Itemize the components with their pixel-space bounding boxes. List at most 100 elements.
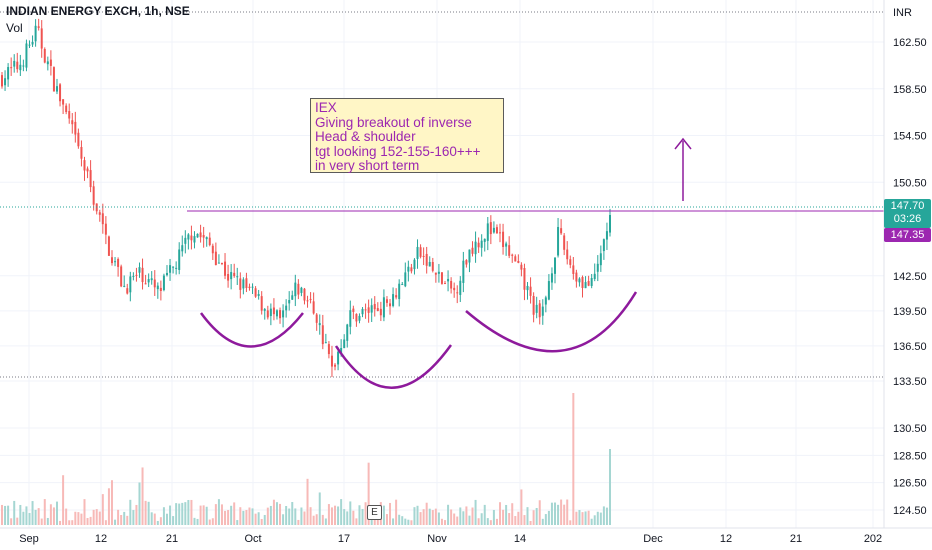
volume-bar: [300, 507, 303, 525]
candle-body: [483, 238, 486, 242]
candle-body: [404, 272, 407, 287]
candle-body: [346, 324, 349, 341]
candle-body: [367, 307, 370, 313]
right-shoulder-curve[interactable]: [465, 291, 638, 353]
volume-bar: [428, 508, 431, 525]
volume-bar: [28, 512, 31, 525]
candle-body: [349, 310, 352, 327]
note-line: Giving breakout of inverse: [315, 114, 472, 130]
volume-bar: [447, 504, 450, 525]
volume-bar: [431, 510, 434, 525]
candle-body: [499, 232, 502, 234]
volume-bar: [416, 505, 419, 525]
candle-body: [422, 255, 425, 257]
volume-bar: [275, 502, 278, 525]
candle-body: [495, 227, 498, 234]
time-axis[interactable]: Sep 12 21 Oct 17 Nov 14 Dec 12 21 202: [0, 527, 932, 545]
volume-bar: [511, 503, 514, 525]
volume-bar: [557, 504, 560, 525]
candle-body: [447, 278, 450, 282]
candle-body: [312, 301, 315, 314]
volume-bar: [202, 505, 205, 525]
candle-body: [352, 308, 355, 312]
volume-bar: [318, 492, 321, 525]
candle-body: [217, 262, 220, 264]
candle-body: [245, 278, 248, 289]
time-tick-label: 202: [864, 533, 882, 545]
candle-body: [327, 344, 330, 355]
earnings-marker[interactable]: E: [367, 505, 382, 520]
bar-countdown: 03:26: [893, 213, 922, 225]
candle-body: [407, 266, 410, 272]
time-tick-label: Dec: [643, 533, 663, 545]
volume-bar: [214, 504, 217, 525]
volume-bar: [361, 508, 364, 525]
price-tick-label: 139.50: [893, 306, 927, 318]
candle-body: [248, 286, 251, 288]
candle-body: [251, 286, 254, 288]
annotation-note[interactable]: IEX Giving breakout of inverse Head & sh…: [310, 98, 504, 173]
note-line: IEX: [315, 100, 337, 115]
volume-indicator-label[interactable]: Vol: [6, 21, 23, 35]
candle-body: [526, 285, 529, 291]
volume-bar: [288, 508, 291, 525]
volume-bar: [456, 516, 459, 525]
candle-body: [260, 296, 263, 311]
volume-bar: [569, 520, 572, 525]
left-shoulder-curve[interactable]: [199, 312, 304, 348]
candle-body: [193, 236, 196, 243]
volume-bar: [486, 518, 489, 525]
candle-body: [477, 242, 480, 248]
volume-bar: [92, 509, 95, 525]
volume-bar: [150, 512, 153, 525]
volume-bar: [159, 517, 162, 525]
candle-body: [147, 279, 150, 283]
volume-bar: [83, 499, 86, 525]
candle-body: [13, 60, 16, 67]
volume-bar: [355, 518, 358, 525]
symbol-title[interactable]: INDIAN ENERGY EXCH, 1h, NSE: [6, 4, 190, 18]
volume-bar: [483, 504, 486, 525]
candle-body: [300, 287, 303, 293]
candle-body: [199, 232, 202, 238]
volume-bar: [257, 512, 260, 525]
candle-body: [334, 364, 337, 367]
candle-body: [581, 277, 584, 288]
candle-body: [529, 286, 532, 296]
volume-bar: [544, 514, 547, 525]
candle-body: [285, 305, 288, 311]
candle-body: [358, 315, 361, 321]
volume-bar: [236, 520, 239, 525]
time-tick-label: Sep: [19, 533, 39, 545]
candle-body: [117, 258, 120, 267]
candle-body: [456, 292, 459, 294]
candle-body: [184, 237, 187, 244]
time-tick-label: 21: [790, 533, 802, 545]
volume-bar: [266, 507, 269, 525]
volume-bar: [68, 520, 71, 525]
volume-bar: [340, 499, 343, 525]
candle-body: [505, 243, 508, 247]
candle-body: [605, 231, 608, 240]
time-tick-label: 21: [166, 533, 178, 545]
candle-body: [205, 237, 208, 240]
volume-bar: [517, 511, 520, 525]
last-price-value: 147.70: [890, 200, 925, 212]
head-curve[interactable]: [334, 344, 453, 389]
volume-bar: [98, 511, 101, 525]
price-axis[interactable]: INR 162.50 158.50 154.50 150.50 142.50 139.50 1…: [883, 0, 927, 528]
candle-body: [220, 262, 223, 264]
price-tick-label: 158.50: [893, 84, 927, 96]
candle-body: [547, 281, 550, 300]
volume-bar: [4, 505, 7, 525]
candle-body: [428, 261, 431, 267]
candle-body: [508, 245, 511, 256]
candle-body: [609, 215, 611, 233]
volume-bar: [407, 519, 410, 525]
volume-bar: [465, 506, 468, 525]
volume-bar: [392, 518, 395, 525]
volume-bar: [211, 518, 214, 525]
candle-body: [7, 67, 10, 80]
volume-bar: [37, 508, 40, 525]
